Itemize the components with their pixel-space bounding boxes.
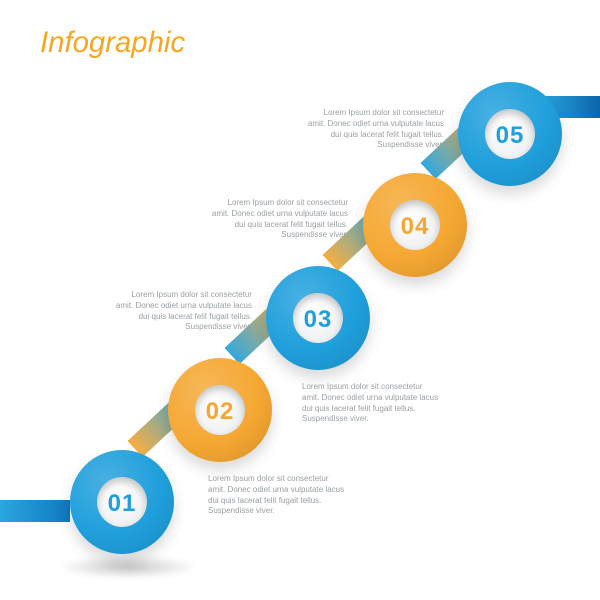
- ground-shadow: [58, 555, 198, 579]
- step-number: 01: [70, 490, 174, 518]
- step-05: 05: [458, 82, 562, 186]
- step-text-02: Lorem Ipsum dolor sit consectetur amit. …: [302, 382, 442, 425]
- step-text-03: Lorem Ipsum dolor sit consectetur amit. …: [112, 290, 252, 333]
- infographic-stage: Infographic 01 02 03 04 05 Lorem Ipsum dolor…: [0, 0, 600, 600]
- step-number: 05: [458, 122, 562, 150]
- step-03: 03: [266, 266, 370, 370]
- step-02: 02: [168, 358, 272, 462]
- step-number: 04: [363, 213, 467, 241]
- step-01: 01: [70, 450, 174, 554]
- page-title: Infographic: [40, 26, 185, 60]
- step-04: 04: [363, 173, 467, 277]
- step-text-05: Lorem Ipsum dolor sit consectetur amit. …: [304, 108, 444, 151]
- ribbon-left: [0, 500, 70, 522]
- step-text-01: Lorem Ipsum dolor sit consectetur amit. …: [208, 474, 348, 517]
- step-text-04: Lorem Ipsum dolor sit consectetur amit. …: [208, 198, 348, 241]
- step-number: 03: [266, 306, 370, 334]
- step-number: 02: [168, 398, 272, 426]
